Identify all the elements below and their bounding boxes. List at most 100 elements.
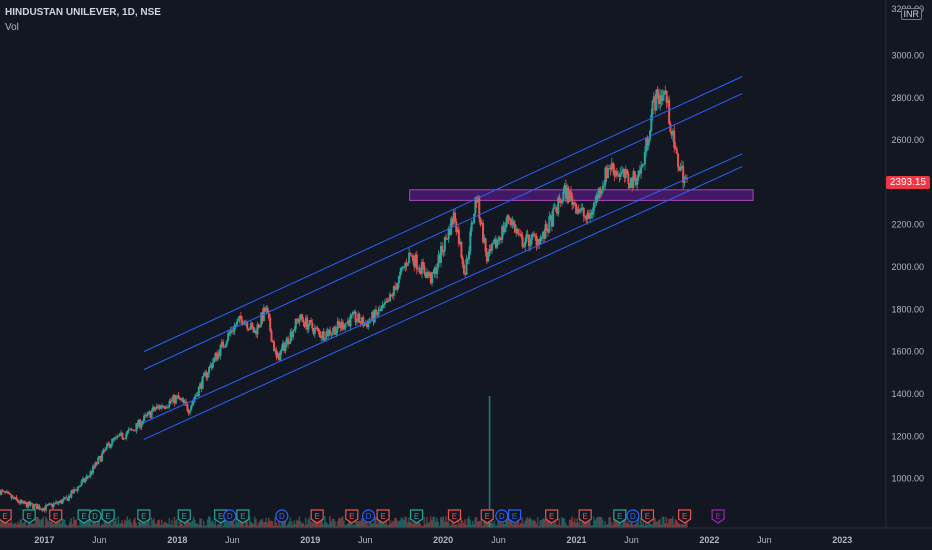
candle xyxy=(108,442,111,449)
event-marker-earnings[interactable]: D xyxy=(88,509,102,523)
event-marker-dividend[interactable]: D xyxy=(626,509,640,523)
candle xyxy=(349,312,352,331)
candle xyxy=(24,500,27,505)
event-marker-split[interactable]: E xyxy=(49,509,63,524)
volume-bar xyxy=(244,517,247,528)
candle-body xyxy=(400,267,403,272)
volume-bar xyxy=(192,516,195,528)
volume-bar xyxy=(116,524,118,528)
time-tick-label: 2023 xyxy=(832,535,852,545)
volume-bar xyxy=(617,522,619,528)
event-marker-split[interactable]: E xyxy=(545,509,559,524)
candle xyxy=(656,86,659,99)
volume-bar xyxy=(441,517,443,528)
candle xyxy=(104,447,107,452)
event-marker-dividend[interactable]: D xyxy=(275,509,289,523)
event-marker-earnings[interactable]: E xyxy=(409,509,424,524)
event-marker-future[interactable]: E xyxy=(711,509,725,524)
candle-body xyxy=(508,219,511,221)
candle xyxy=(389,291,392,303)
candle xyxy=(253,327,256,333)
event-marker-split[interactable]: E xyxy=(578,509,592,524)
event-marker-earnings[interactable]: E xyxy=(613,509,627,524)
candle-body xyxy=(326,331,329,336)
volume-bar xyxy=(679,524,682,528)
event-marker-dividend[interactable]: D xyxy=(361,509,376,523)
event-marker-earnings[interactable]: E xyxy=(101,509,115,524)
candle xyxy=(553,202,556,210)
candle xyxy=(663,90,666,102)
candle xyxy=(548,211,551,234)
candle-body xyxy=(598,187,601,199)
volume-bar xyxy=(522,523,525,528)
event-marker-split[interactable]: E xyxy=(640,509,655,524)
last-price-label: 2393.15 xyxy=(885,176,930,189)
event-marker-dividend[interactable]: D xyxy=(495,509,509,523)
candle xyxy=(95,461,98,466)
volume-bar xyxy=(446,522,448,528)
candle-body xyxy=(123,438,126,440)
event-marker-earnings[interactable]: E xyxy=(236,509,250,524)
volume-bar xyxy=(177,525,180,528)
candle-body xyxy=(538,239,541,245)
volume-bar xyxy=(188,521,191,528)
event-marker-earnings[interactable]: E xyxy=(177,509,191,524)
candle xyxy=(367,318,370,330)
candle xyxy=(494,235,497,249)
candle xyxy=(362,314,365,328)
candle-body xyxy=(529,244,532,246)
candle-body xyxy=(34,504,37,506)
candle xyxy=(539,234,542,245)
candle xyxy=(257,323,260,329)
candle-body xyxy=(396,283,399,290)
event-marker-split[interactable]: E xyxy=(447,509,462,524)
volume-bar xyxy=(628,524,631,528)
event-marker-earnings[interactable]: E xyxy=(77,509,91,524)
event-marker-split[interactable]: E xyxy=(0,509,12,524)
candle-body xyxy=(331,331,334,334)
candle-body xyxy=(613,169,616,177)
event-marker-earnings[interactable]: E xyxy=(22,509,36,524)
candle-body xyxy=(190,405,193,411)
candle-body xyxy=(684,177,687,179)
event-marker-split[interactable]: E xyxy=(345,509,359,524)
candle-body xyxy=(183,401,186,403)
volume-indicator-label[interactable]: Vol xyxy=(5,22,19,33)
candle-body xyxy=(487,255,490,262)
volume-bar xyxy=(320,518,322,528)
candle-body xyxy=(561,200,564,203)
candle xyxy=(660,89,663,107)
candle xyxy=(476,194,479,204)
event-marker-dividend[interactable]: D xyxy=(223,509,237,523)
candle xyxy=(510,217,513,228)
event-marker-split[interactable]: E xyxy=(480,509,494,524)
event-marker-earnings[interactable]: E xyxy=(137,509,151,524)
event-marker-label: D xyxy=(279,512,285,521)
event-marker-label: E xyxy=(218,512,223,521)
volume-bar xyxy=(10,520,13,528)
earnings-marker-shape xyxy=(507,509,522,524)
candle-body xyxy=(599,187,602,195)
volume-bar xyxy=(88,517,90,528)
candle-body xyxy=(332,327,335,332)
volume-bar xyxy=(1,519,4,528)
currency-badge[interactable]: INR xyxy=(900,8,922,20)
event-marker-split[interactable]: E xyxy=(310,509,324,524)
event-marker-dividend[interactable]: E xyxy=(507,509,522,524)
event-marker-split[interactable]: E xyxy=(678,509,692,524)
candle-body xyxy=(200,383,203,389)
candle-body xyxy=(153,407,156,411)
candle-body xyxy=(252,327,255,333)
event-marker-split[interactable]: E xyxy=(376,509,390,524)
volume-bar xyxy=(173,517,176,528)
candle xyxy=(228,331,231,336)
symbol-title[interactable]: HINDUSTAN UNILEVER, 1D, NSE xyxy=(5,7,161,18)
trend-channel-lines[interactable] xyxy=(143,76,743,440)
event-marker-earnings[interactable]: E xyxy=(214,509,228,524)
volume-bar xyxy=(405,517,408,528)
candle xyxy=(636,175,639,191)
time-axis[interactable]: 2017 Jun 2018 Jun 2019 Jun 2020 Jun 2021 Jun 2022 J… xyxy=(0,527,932,545)
candle xyxy=(301,313,304,323)
